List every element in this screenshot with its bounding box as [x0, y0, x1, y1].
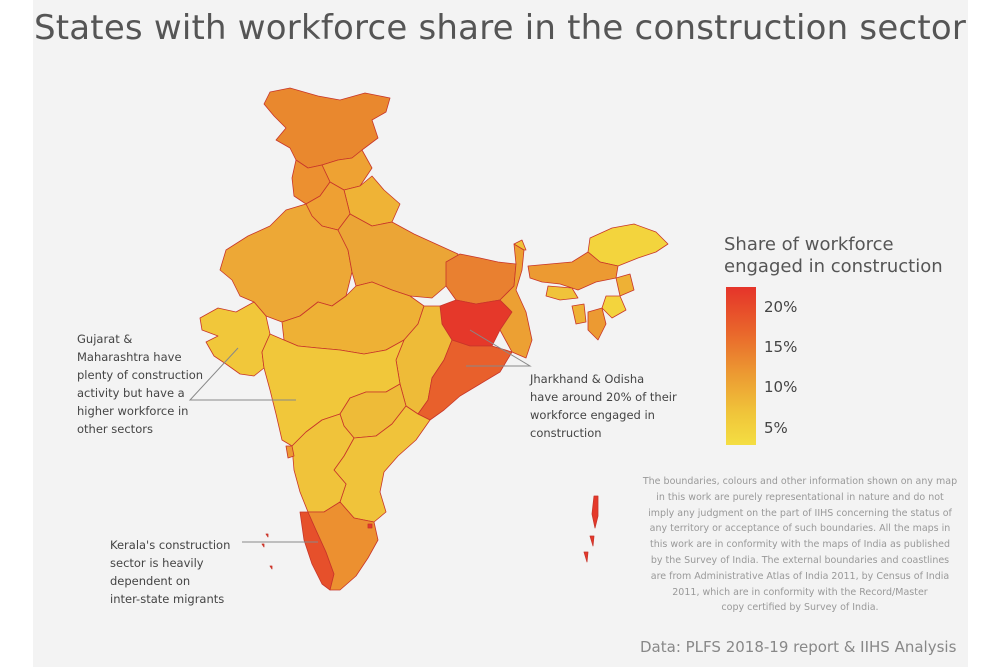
region-arunachal [587, 223, 669, 267]
legend-title: Share of workforce engaged in constructi… [724, 234, 943, 278]
map-disclaimer: The boundaries, colours and other inform… [640, 474, 960, 616]
legend-tick: 20% [764, 298, 798, 316]
region-west-bengal [499, 243, 533, 359]
annotation-gujarat-maharashtra: Gujarat & Maharashtra have plenty of con… [77, 330, 203, 438]
annotation-line: plenty of construction [77, 368, 204, 382]
annotation-line: inter-state migrants [110, 592, 225, 606]
annotation-line: construction [530, 426, 602, 440]
annotation-line: Gujarat & [77, 332, 133, 346]
region-meghalaya [545, 285, 579, 301]
legend-title-line: Share of workforce [724, 234, 894, 255]
disclaimer-line: by the Survey of India. The external bou… [650, 554, 950, 566]
region-andaman-nicobar [583, 495, 599, 563]
region-manipur [601, 295, 627, 319]
annotation-kerala: Kerala's construction sector is heavily … [110, 536, 230, 608]
disclaimer-line: this work are in conformity with the map… [649, 539, 950, 551]
annotation-line: workforce engaged in [530, 408, 655, 422]
annotation-line: Jharkhand & Odisha [530, 372, 645, 386]
annotation-line: dependent on [110, 574, 191, 588]
region-tripura [571, 303, 587, 325]
legend-tick: 15% [764, 338, 798, 356]
disclaimer-line: are from Administrative Atlas of India 2… [650, 570, 950, 582]
disclaimer-line: copy certified by Survey of India. [721, 602, 879, 614]
annotation-line: other sectors [77, 422, 153, 436]
annotation-line: Kerala's construction [110, 538, 231, 552]
annotation-line: sector is heavily [110, 556, 204, 570]
annotation-line: have around 20% of their [530, 390, 677, 404]
region-uttar-pradesh [337, 213, 459, 299]
annotation-line: higher workforce in [77, 404, 189, 418]
region-karnataka [291, 413, 355, 513]
legend-color-scale [726, 287, 756, 445]
disclaimer-line: The boundaries, colours and other inform… [642, 476, 958, 487]
annotation-jharkhand-odisha: Jharkhand & Odisha have around 20% of th… [530, 370, 677, 442]
gujarat-pointer-line [188, 347, 296, 401]
disclaimer-line: any territory or acceptance of such boun… [649, 523, 951, 535]
region-tamil-nadu [307, 501, 379, 591]
region-goa [285, 445, 295, 459]
region-lakshadweep [261, 533, 273, 570]
annotation-line: Maharashtra have [77, 350, 182, 364]
legend-tick: 5% [764, 419, 788, 437]
annotation-line: activity but have a [77, 386, 185, 400]
legend-title-line: engaged in construction [724, 256, 943, 277]
jharkhand-pointer-line [466, 329, 532, 367]
disclaimer-line: 2011, which are in conformity with the R… [672, 586, 928, 598]
legend-tick: 10% [764, 378, 798, 396]
page-title: States with workforce share in the const… [33, 8, 967, 48]
region-odisha [417, 339, 513, 421]
region-gujarat [199, 301, 271, 377]
region-sikkim [513, 239, 527, 251]
data-source: Data: PLFS 2018-19 report & IIHS Analysi… [640, 638, 957, 656]
disclaimer-line: imply any judgment on the part of IIHS c… [648, 507, 952, 519]
region-mizoram [587, 307, 607, 341]
disclaimer-line: in this work are purely representational… [656, 491, 944, 503]
chart-panel [33, 0, 968, 667]
region-nagaland [615, 273, 635, 297]
region-puducherry [367, 523, 373, 529]
region-jammu-kashmir [263, 87, 391, 169]
